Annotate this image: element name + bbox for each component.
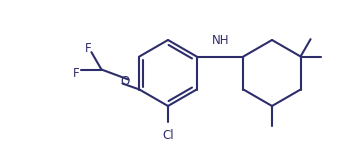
- Text: F: F: [73, 67, 80, 80]
- Text: Cl: Cl: [162, 129, 174, 142]
- Text: F: F: [85, 42, 92, 55]
- Text: NH: NH: [212, 35, 230, 48]
- Text: O: O: [121, 75, 130, 88]
